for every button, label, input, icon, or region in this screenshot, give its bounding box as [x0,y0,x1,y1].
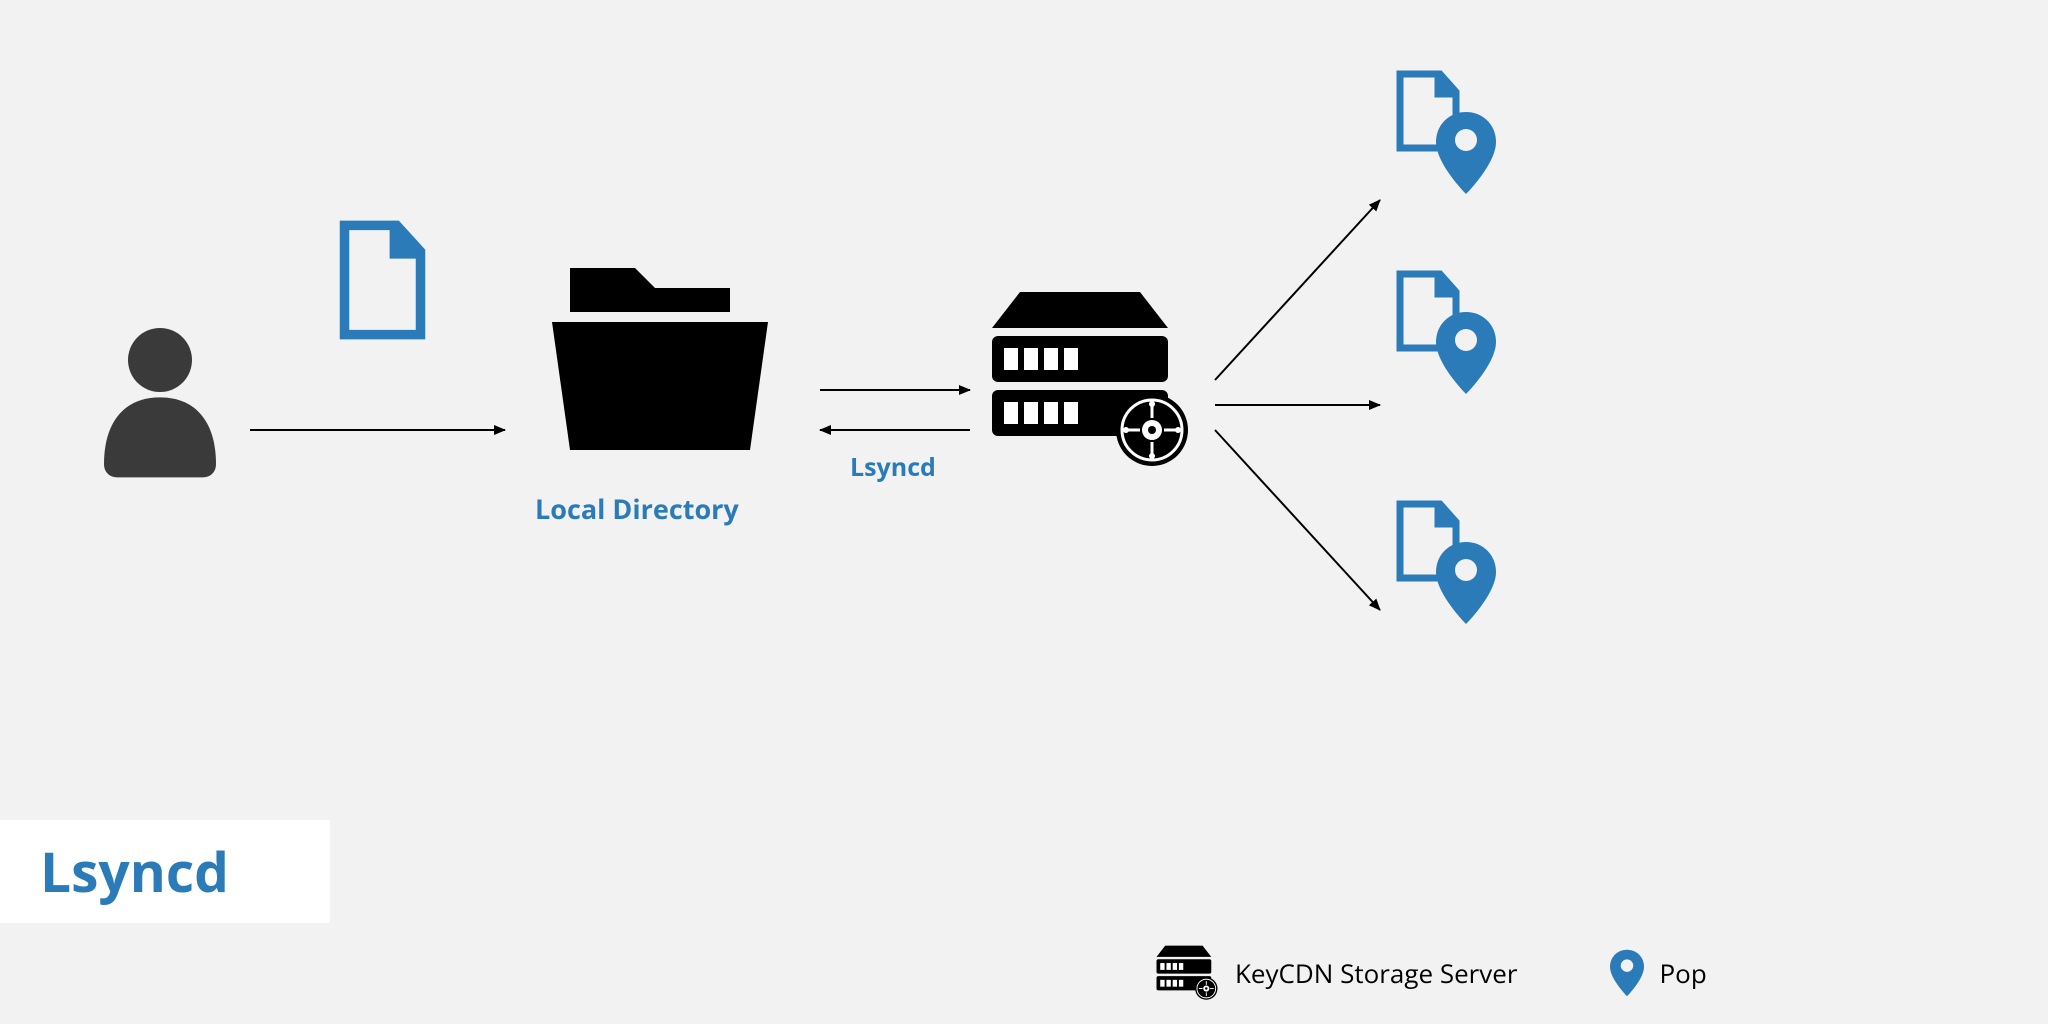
legend-pop-label: Pop [1660,955,1707,991]
pin-icon [1610,949,1644,997]
lsyncd-arrow-label: Lsyncd [850,450,936,484]
folder-icon [540,250,780,460]
pop-icon [1390,70,1500,200]
server-icon [990,290,1190,470]
edge-arrow [1215,200,1380,380]
diagram-canvas: Local Directory Lsyncd Lsyncd [0,0,2048,1024]
legend: KeyCDN Storage Server Pop [1155,945,1707,1001]
pop-icon [1390,270,1500,400]
local-directory-label: Local Directory [535,490,739,527]
edge-arrow [1215,430,1380,610]
server-icon [1155,945,1219,1001]
title-text: Lsyncd [40,834,229,909]
pop-icon [1390,500,1500,630]
legend-server-label: KeyCDN Storage Server [1235,955,1518,991]
user-icon [90,320,230,480]
title-box: Lsyncd [0,820,330,923]
file-icon [335,220,430,340]
